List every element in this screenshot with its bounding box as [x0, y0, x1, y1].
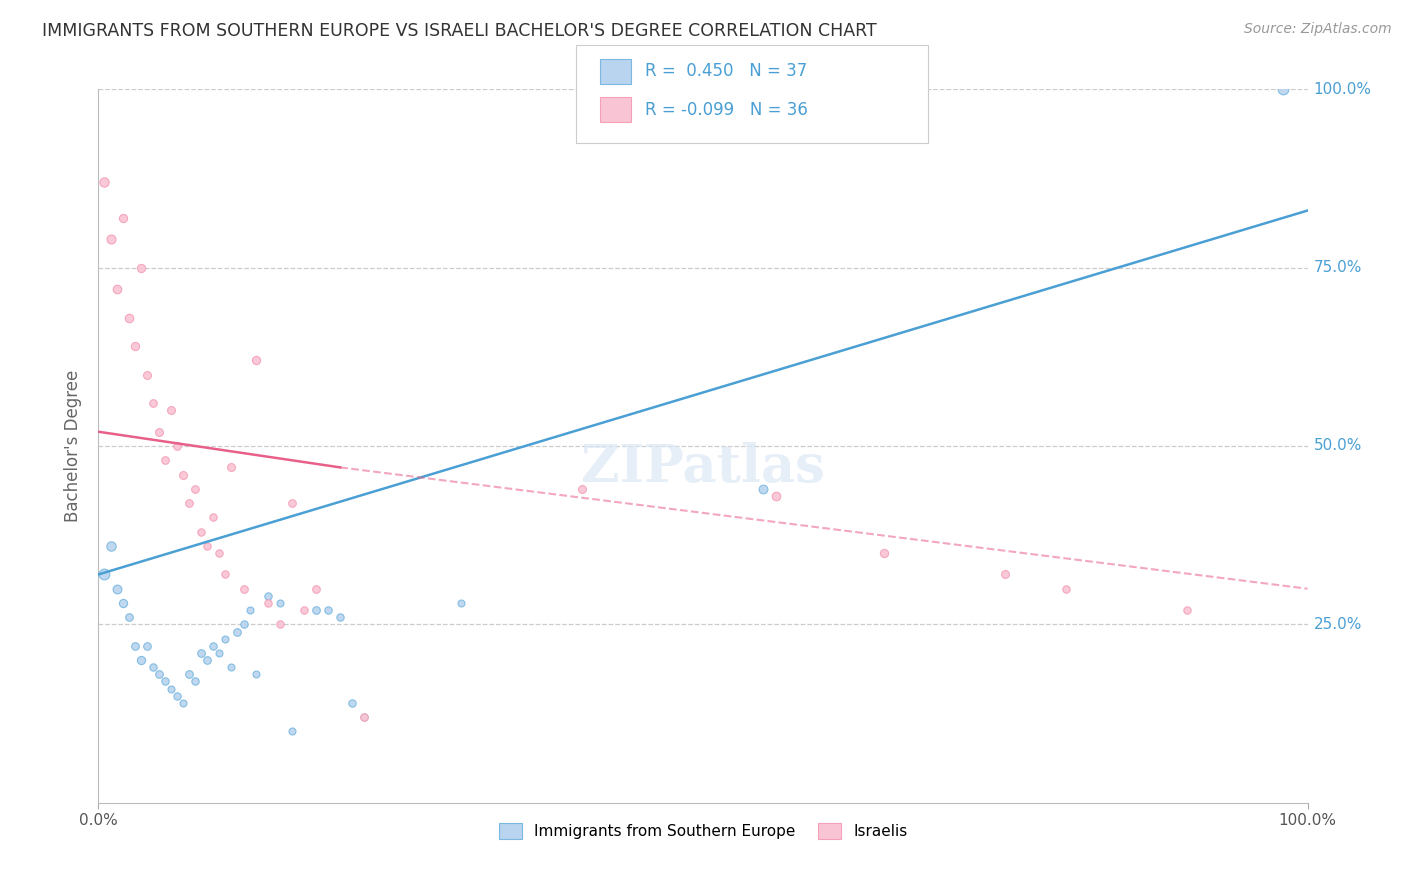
Point [873, 546, 896, 560]
Point [353, 710, 375, 724]
Text: Source: ZipAtlas.com: Source: ZipAtlas.com [1244, 22, 1392, 37]
Text: 100.0%: 100.0% [1313, 82, 1372, 96]
Point [129, 653, 152, 667]
Point [221, 660, 243, 674]
Point [256, 596, 278, 610]
Point [232, 582, 254, 596]
Point [195, 653, 218, 667]
Point [166, 439, 188, 453]
Point [142, 396, 165, 410]
Point [160, 403, 183, 417]
Point [124, 639, 146, 653]
Point [111, 211, 134, 225]
Point [118, 310, 141, 325]
Legend: Immigrants from Southern Europe, Israelis: Immigrants from Southern Europe, Israeli… [492, 817, 914, 845]
Point [142, 660, 165, 674]
Point [135, 639, 157, 653]
Point [172, 696, 194, 710]
Point [994, 567, 1017, 582]
Point [105, 282, 128, 296]
Point [100, 539, 122, 553]
Point [256, 589, 278, 603]
Point [184, 674, 207, 689]
Point [281, 496, 304, 510]
Point [214, 632, 236, 646]
Point [239, 603, 262, 617]
Point [305, 582, 328, 596]
Text: 75.0%: 75.0% [1313, 260, 1362, 275]
Point [232, 617, 254, 632]
Point [450, 596, 472, 610]
Point [148, 667, 170, 681]
Point [172, 467, 194, 482]
Point [93, 567, 115, 582]
Point [1272, 82, 1295, 96]
Point [208, 646, 231, 660]
Point [105, 582, 128, 596]
Point [160, 681, 183, 696]
Point [184, 482, 207, 496]
Point [100, 232, 122, 246]
Point [245, 353, 267, 368]
Point [292, 603, 315, 617]
Point [208, 546, 231, 560]
Point [129, 260, 152, 275]
Point [342, 696, 364, 710]
Text: ZIPatlas: ZIPatlas [581, 442, 825, 493]
Point [281, 724, 304, 739]
Point [269, 596, 291, 610]
Text: R = -0.099   N = 36: R = -0.099 N = 36 [645, 101, 808, 119]
Point [1175, 603, 1198, 617]
Point [135, 368, 157, 382]
Point [214, 567, 236, 582]
Point [153, 674, 176, 689]
Point [571, 482, 593, 496]
Point [153, 453, 176, 467]
Point [226, 624, 249, 639]
Point [305, 603, 328, 617]
Point [269, 617, 291, 632]
Point [111, 596, 134, 610]
Point [190, 646, 212, 660]
Point [329, 610, 352, 624]
Point [202, 510, 225, 524]
Point [124, 339, 146, 353]
Point [765, 489, 787, 503]
Point [752, 482, 775, 496]
Point [245, 667, 267, 681]
Point [202, 639, 225, 653]
Text: 50.0%: 50.0% [1313, 439, 1362, 453]
Text: 25.0%: 25.0% [1313, 617, 1362, 632]
Point [353, 710, 375, 724]
Point [221, 460, 243, 475]
Point [316, 603, 339, 617]
Point [93, 175, 115, 189]
Point [179, 667, 201, 681]
Point [118, 610, 141, 624]
Point [195, 539, 218, 553]
Point [166, 689, 188, 703]
Text: R =  0.450   N = 37: R = 0.450 N = 37 [645, 62, 807, 80]
Text: IMMIGRANTS FROM SOUTHERN EUROPE VS ISRAELI BACHELOR'S DEGREE CORRELATION CHART: IMMIGRANTS FROM SOUTHERN EUROPE VS ISRAE… [42, 22, 877, 40]
Y-axis label: Bachelor's Degree: Bachelor's Degree [65, 370, 83, 522]
Point [179, 496, 201, 510]
Point [148, 425, 170, 439]
Point [1054, 582, 1077, 596]
Point [190, 524, 212, 539]
